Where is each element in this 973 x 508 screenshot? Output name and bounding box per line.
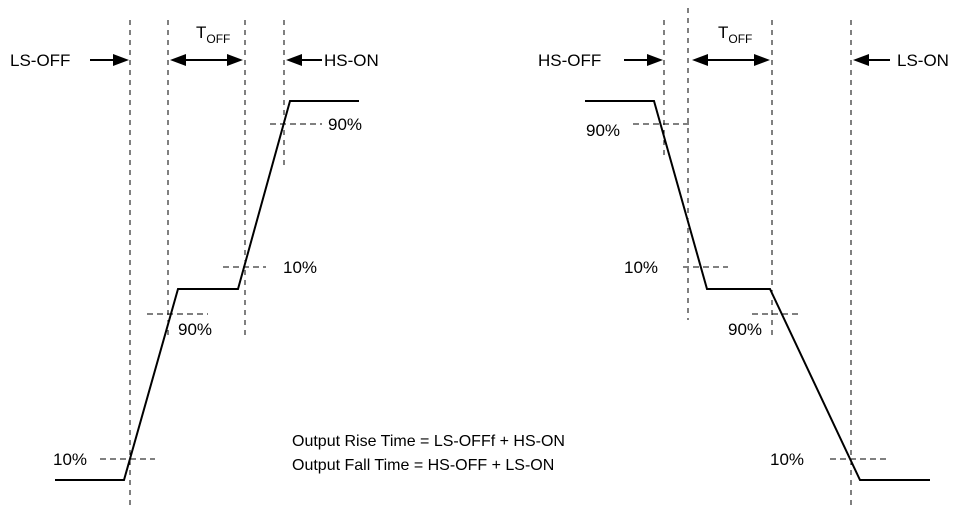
fall-pct-10-bottom: 10% xyxy=(770,450,804,469)
rise-hs-on-arrowhead xyxy=(286,54,302,66)
rise-pct-10-bottom: 10% xyxy=(53,450,87,469)
rise-time-formula: Output Rise Time = LS-OFFf + HS-ON xyxy=(292,433,565,450)
fall-waveform xyxy=(585,100,930,481)
fall-ls-on-label: LS-ON xyxy=(897,51,949,70)
fall-pct-10-mid: 10% xyxy=(624,258,658,277)
fall-hs-off-arrowhead xyxy=(647,54,663,66)
fall-toff-arrowhead-left xyxy=(692,54,708,66)
fall-toff-arrowhead-right xyxy=(754,54,770,66)
rise-ls-off-label: LS-OFF xyxy=(10,51,70,70)
rise-toff-label: TOFF xyxy=(196,23,230,46)
fall-diagram: HS-OFF TOFF LS-ON 90% 10% 90% 10% xyxy=(538,8,949,505)
rise-toff-main: T xyxy=(196,23,206,42)
formula-notes: Output Rise Time = LS-OFFf + HS-ON Outpu… xyxy=(292,433,565,474)
fall-hs-off-label: HS-OFF xyxy=(538,51,601,70)
rise-pct-90-top: 90% xyxy=(328,115,362,134)
rise-ls-off-arrowhead xyxy=(113,54,129,66)
rise-toff-arrowhead-left xyxy=(170,54,186,66)
rise-pct-90-mid: 90% xyxy=(178,320,212,339)
fall-toff-label: TOFF xyxy=(718,23,752,46)
fall-ls-on-arrowhead xyxy=(853,54,869,66)
fall-toff-sub: OFF xyxy=(728,32,752,46)
fall-toff-main: T xyxy=(718,23,728,42)
fall-pct-90-mid: 90% xyxy=(728,320,762,339)
fall-pct-90-top: 90% xyxy=(586,121,620,140)
rise-toff-arrowhead-right xyxy=(227,54,243,66)
rise-waveform xyxy=(55,100,359,481)
rise-pct-10-mid: 10% xyxy=(283,258,317,277)
fall-time-formula: Output Fall Time = HS-OFF + LS-ON xyxy=(292,457,554,474)
rise-hs-on-label: HS-ON xyxy=(324,51,379,70)
rise-toff-sub: OFF xyxy=(206,32,230,46)
rise-diagram: LS-OFF TOFF HS-ON 90% 10% 90% 10% xyxy=(10,20,379,505)
